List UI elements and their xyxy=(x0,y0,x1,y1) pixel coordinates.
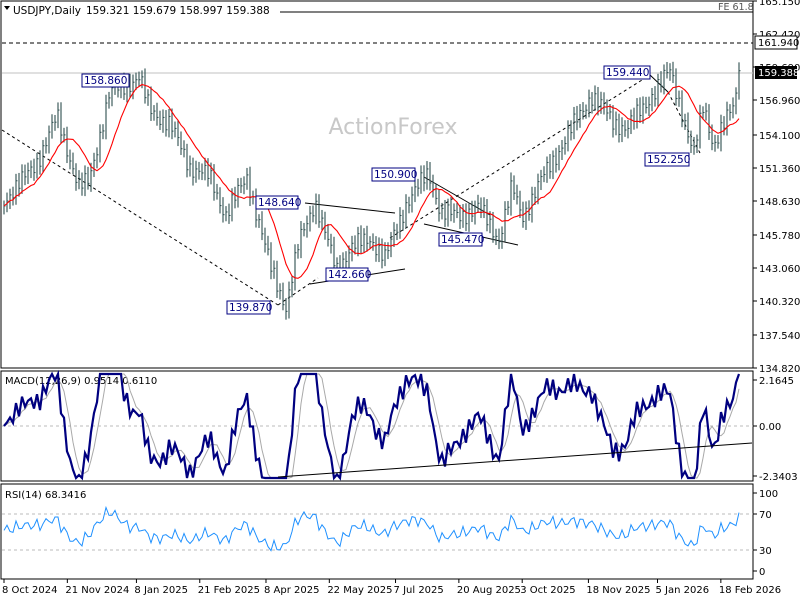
svg-text:159.388: 159.388 xyxy=(758,68,799,79)
price-labels: 158.860 148.640 139.870 142.660 150.900 … xyxy=(81,65,690,315)
svg-text:0.00: 0.00 xyxy=(759,422,781,433)
moving-average-line xyxy=(3,83,740,279)
dashed-rise-line xyxy=(277,277,319,306)
time-label: 22 May 2025 xyxy=(327,585,392,596)
svg-text:142.660: 142.660 xyxy=(328,269,371,281)
macd-title: MACD(12,26,9) 0.9514 0.6110 xyxy=(5,376,157,387)
price-bars xyxy=(3,61,741,320)
svg-text:158.860: 158.860 xyxy=(84,75,127,87)
price-tick-label: 148.630 xyxy=(759,197,800,208)
time-label: 18 Feb 2026 xyxy=(719,585,781,596)
fe-label: FE 61.8 xyxy=(718,2,754,13)
time-axis: 8 Oct 2024 21 Nov 2024 8 Jan 2025 21 Feb 20… xyxy=(2,579,781,596)
chart-header: USDJPY,Daily 159.321 159.679 158.997 159… xyxy=(4,5,270,17)
price-tick-label: 156.960 xyxy=(759,96,800,107)
triangle-upper-line xyxy=(304,202,396,214)
macd-trendline xyxy=(277,442,753,478)
price-tick-label: 154.100 xyxy=(759,131,800,142)
label-145470: 145.470 xyxy=(438,232,484,247)
level-tag-161940: 161.940 xyxy=(754,35,799,50)
svg-text:2.1645: 2.1645 xyxy=(759,376,794,387)
label-150900: 150.900 xyxy=(371,167,417,182)
time-label: 8 Oct 2024 xyxy=(2,585,57,596)
price-tick-label: 137.540 xyxy=(759,331,800,342)
svg-text:150.900: 150.900 xyxy=(374,169,417,181)
price-tick-label: 140.320 xyxy=(759,297,800,308)
level-tag-159388: 159.388 xyxy=(755,66,799,79)
svg-text:145.470: 145.470 xyxy=(441,234,484,246)
price-panel[interactable] xyxy=(0,0,754,369)
svg-text:-2.3403: -2.3403 xyxy=(759,472,798,483)
wedge-upper-line xyxy=(423,176,491,216)
svg-text:30: 30 xyxy=(759,546,772,557)
svg-text:70: 70 xyxy=(759,510,772,521)
time-label: 3 Oct 2025 xyxy=(520,585,575,596)
svg-text:152.250: 152.250 xyxy=(647,154,690,166)
price-axis: 165.150162.420159.690156.960154.100151.3… xyxy=(753,0,800,375)
macd-line xyxy=(3,369,741,481)
time-label: 21 Feb 2025 xyxy=(198,585,260,596)
ohlc-label: 159.321 159.679 158.997 159.388 xyxy=(86,5,270,17)
top-resistance-line xyxy=(649,74,669,93)
time-label: 8 Jan 2025 xyxy=(134,585,188,596)
svg-text:148.640: 148.640 xyxy=(258,197,301,209)
label-139870: 139.870 xyxy=(226,300,272,315)
svg-text:0: 0 xyxy=(759,567,765,578)
svg-text:159.440: 159.440 xyxy=(606,67,649,79)
rsi-panel[interactable] xyxy=(0,483,754,580)
symbol-label: USDJPY,Daily xyxy=(13,5,81,17)
price-tick-label: 134.820 xyxy=(759,364,800,375)
label-148640: 148.640 xyxy=(255,195,301,210)
price-tick-label: 151.360 xyxy=(759,164,800,175)
macd-axis: 2.1645 0.00 -2.3403 xyxy=(753,376,798,483)
rsi-axis: 100 70 30 0 xyxy=(753,489,778,578)
rsi-line xyxy=(3,505,740,552)
label-158860: 158.860 xyxy=(81,73,130,88)
rsi-title: RSI(14) 68.3416 xyxy=(5,490,86,501)
label-159440: 159.440 xyxy=(603,65,651,80)
time-label: 21 Nov 2024 xyxy=(65,585,129,596)
price-tick-label: 165.150 xyxy=(759,0,800,8)
price-tick-label: 143.060 xyxy=(759,264,800,275)
svg-text:161.940: 161.940 xyxy=(758,38,799,49)
time-label: 18 Nov 2025 xyxy=(586,585,650,596)
time-label: 5 Jan 2026 xyxy=(656,585,710,596)
label-152250: 152.250 xyxy=(644,152,690,167)
time-label: 8 Apr 2025 xyxy=(264,585,319,596)
watermark: ActionForex xyxy=(329,115,458,140)
price-tick-label: 145.780 xyxy=(759,231,800,242)
time-label: 20 Aug 2025 xyxy=(457,585,521,596)
svg-text:100: 100 xyxy=(759,489,778,500)
dashed-decline-line xyxy=(1,129,279,306)
collapse-triangle-icon xyxy=(4,6,10,10)
label-142660: 142.660 xyxy=(325,267,371,282)
time-label: 7 Jul 2025 xyxy=(394,585,444,596)
svg-text:139.870: 139.870 xyxy=(229,302,272,314)
macd-signal-line xyxy=(3,373,740,479)
